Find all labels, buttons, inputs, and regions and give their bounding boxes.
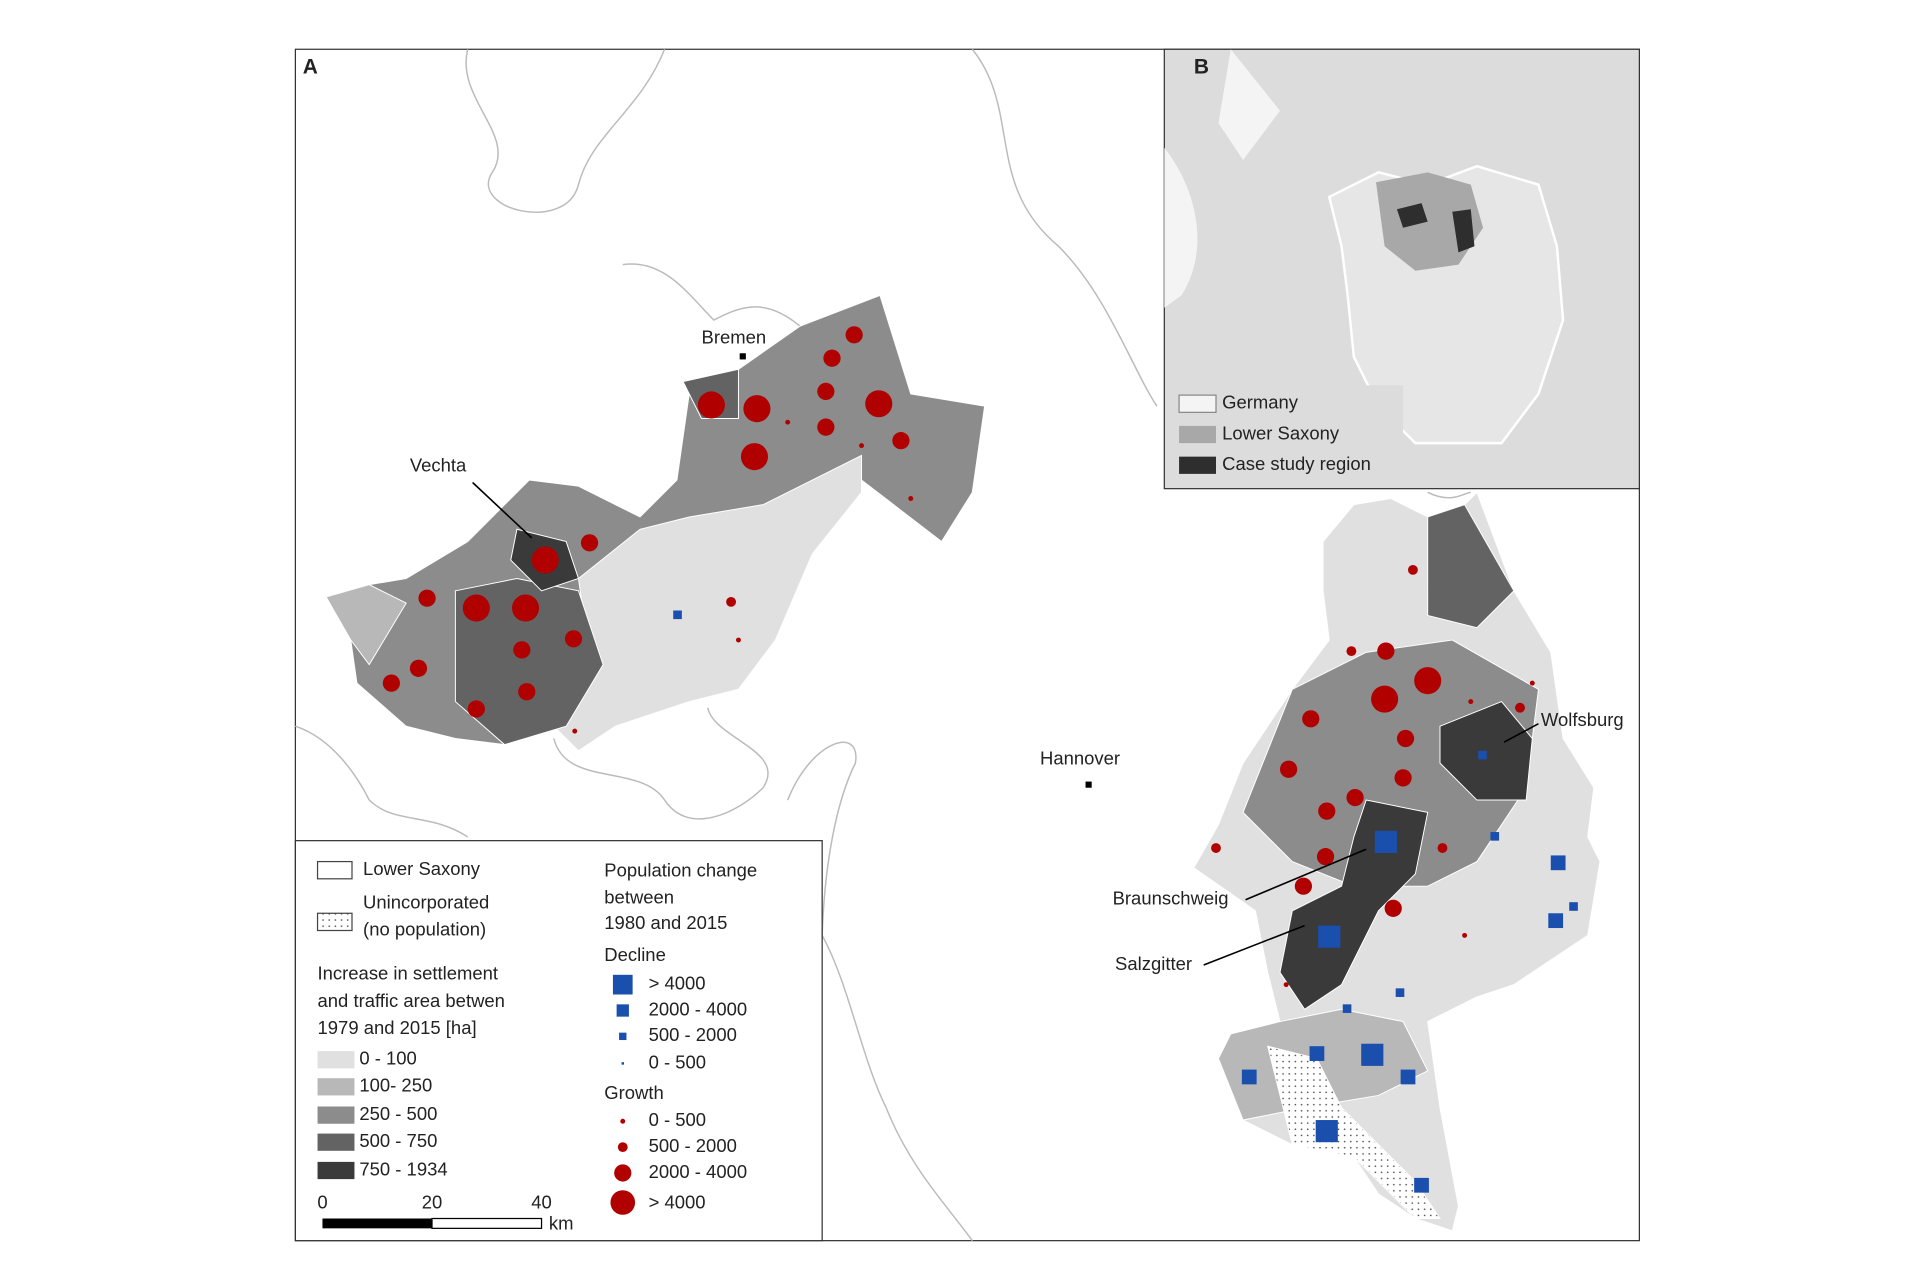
legend-label: 250 - 500 (359, 1103, 437, 1124)
region (1242, 639, 1539, 887)
legend-label: 500 - 2000 (649, 1024, 737, 1045)
legend-swatch (317, 1078, 355, 1096)
scale-unit: km (549, 1213, 574, 1234)
legend-title: Increase in settlement (318, 963, 499, 984)
legend-title: and traffic area betwen (318, 990, 505, 1011)
sea (1164, 49, 1280, 308)
legend-symbol (610, 1190, 636, 1215)
scale-label: 0 (317, 1192, 327, 1213)
legend-swatch (1178, 394, 1217, 413)
scale-label: 40 (531, 1192, 552, 1213)
legend: Lower Saxony Unincorporated (no populati… (294, 840, 823, 1242)
legend-symbol (620, 1118, 626, 1124)
place-marker (739, 353, 746, 360)
scale-bar (322, 1218, 432, 1229)
lower-saxony (1376, 172, 1484, 271)
legend-swatch (316, 860, 353, 880)
growth-symbols (382, 326, 1535, 988)
region (1427, 504, 1515, 629)
panel-b: Germany Lower Saxony Case study region B (1163, 48, 1640, 490)
place-label: Braunschweig (1113, 888, 1229, 909)
legend-title: 1980 and 2015 (604, 912, 727, 933)
legend-symbol (619, 1032, 627, 1041)
legend-label: 500 - 2000 (649, 1135, 737, 1156)
legend-symbol (614, 1164, 632, 1182)
legend-swatch (317, 1133, 355, 1151)
legend-label: Case study region (1222, 453, 1371, 474)
legend-label: Unincorporated (363, 891, 489, 912)
legend-label: 2000 - 4000 (649, 998, 748, 1019)
legend-label: 2000 - 4000 (649, 1161, 748, 1182)
panel-label: A (303, 55, 318, 78)
legend-swatch (317, 1106, 355, 1124)
panel-label: B (1194, 55, 1209, 78)
legend-label: (no population) (363, 918, 486, 939)
legend-title: 1979 and 2015 [ha] (318, 1017, 477, 1038)
legend-swatch (317, 1161, 355, 1180)
legend-swatch (316, 912, 353, 932)
border (295, 725, 469, 838)
legend-label: 100- 250 (359, 1075, 432, 1096)
place-label: Vechta (410, 454, 467, 475)
case-study (1396, 203, 1475, 253)
border (971, 48, 1158, 407)
decline-symbols (673, 610, 1578, 1193)
legend-swatch (1179, 456, 1216, 474)
region (454, 577, 604, 746)
legend-swatch (1179, 425, 1216, 444)
place-marker (1085, 781, 1092, 788)
legend-symbol (616, 1004, 629, 1017)
place-label: Salzgitter (1115, 953, 1192, 974)
legend-label: Lower Saxony (363, 858, 481, 879)
legend-label: > 4000 (649, 973, 706, 994)
legend-title: Decline (604, 944, 666, 965)
unincorporated-area (1267, 1045, 1441, 1219)
region (553, 454, 863, 752)
legend-box (294, 840, 823, 1242)
legend-symbol (621, 1062, 624, 1065)
border (465, 48, 666, 213)
legend-title: Growth (604, 1082, 663, 1103)
border (1427, 491, 1471, 499)
scale-label: 20 (422, 1192, 443, 1213)
legend-label: Lower Saxony (1222, 422, 1340, 443)
legend-label: 500 - 750 (359, 1130, 437, 1151)
legend-title: Population change (604, 859, 757, 880)
border (622, 263, 801, 327)
place-label: Hannover (1040, 747, 1120, 768)
place-label: Bremen (702, 326, 767, 347)
legend-label: 0 - 100 (359, 1048, 416, 1069)
legend-label: 0 - 500 (649, 1109, 706, 1130)
legend-title: between (604, 886, 674, 907)
legend-label: Germany (1222, 392, 1299, 413)
leaders (472, 481, 1539, 966)
place-label: Wolfsburg (1541, 709, 1624, 730)
legend-label: 750 - 1934 (359, 1158, 447, 1179)
legend-label: > 4000 (649, 1192, 706, 1213)
legend-label: 0 - 500 (649, 1051, 706, 1072)
legend-symbol (612, 974, 633, 995)
region (325, 584, 407, 666)
legend-symbol (617, 1142, 628, 1153)
scale-bar (431, 1217, 543, 1229)
legend-swatch (317, 1051, 355, 1069)
